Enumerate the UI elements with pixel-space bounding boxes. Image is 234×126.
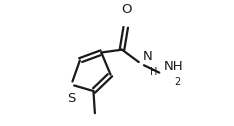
- Text: O: O: [121, 3, 132, 16]
- Text: H: H: [150, 67, 157, 77]
- Text: N: N: [143, 50, 153, 63]
- Text: 2: 2: [174, 77, 180, 87]
- Text: NH: NH: [163, 60, 183, 73]
- Text: S: S: [67, 92, 76, 105]
